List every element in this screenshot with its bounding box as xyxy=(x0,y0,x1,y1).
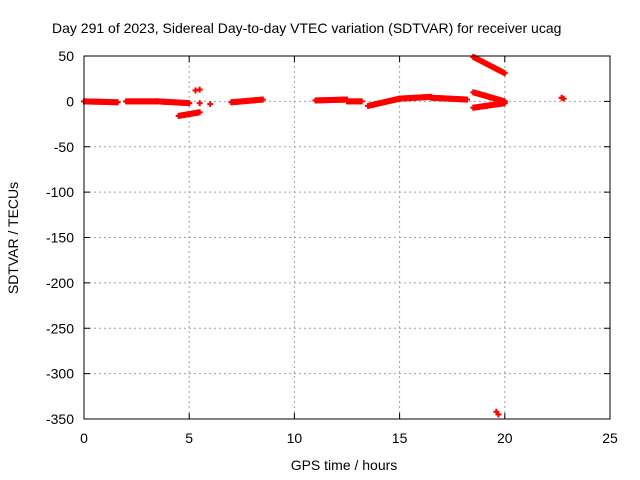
data-point xyxy=(186,100,193,107)
data-point xyxy=(495,411,502,418)
y-tick-label: 0 xyxy=(66,93,74,109)
data-point xyxy=(501,70,508,77)
data-point xyxy=(207,101,214,108)
data-point xyxy=(196,109,203,116)
data-point xyxy=(114,99,121,106)
data-point xyxy=(196,100,203,107)
data-point xyxy=(560,95,567,102)
x-tick-label: 10 xyxy=(287,430,303,446)
data-points xyxy=(81,53,567,418)
x-tick-label: 20 xyxy=(497,430,513,446)
axis-ticks: 0 5 10 15 20 25 50 0 -50 -100 -150 -200 -250 -300 -350 xyxy=(46,48,618,446)
y-tick-label: -200 xyxy=(46,275,74,291)
data-point xyxy=(259,96,266,103)
y-tick-label: -300 xyxy=(46,366,74,382)
y-tick-label: 50 xyxy=(58,48,74,64)
data-point xyxy=(358,98,365,105)
y-axis-label: SDTVAR / TECUs xyxy=(5,182,21,294)
y-tick-label: -100 xyxy=(46,184,74,200)
x-tick-label: 15 xyxy=(392,430,408,446)
y-tick-label: -250 xyxy=(46,320,74,336)
y-tick-label: -350 xyxy=(46,411,74,427)
data-point xyxy=(196,86,203,93)
plot-frame xyxy=(83,55,611,420)
chart-title: Day 291 of 2023, Sidereal Day-to-day VTE… xyxy=(52,20,561,36)
data-point xyxy=(463,96,470,103)
x-tick-label: 25 xyxy=(602,430,618,446)
y-tick-label: -150 xyxy=(46,230,74,246)
x-axis-label: GPS time / hours xyxy=(291,457,398,473)
x-tick-label: 5 xyxy=(185,430,193,446)
x-tick-label: 0 xyxy=(80,430,88,446)
data-point xyxy=(501,100,508,107)
grid-lines xyxy=(84,56,610,419)
y-tick-label: -50 xyxy=(54,139,74,155)
